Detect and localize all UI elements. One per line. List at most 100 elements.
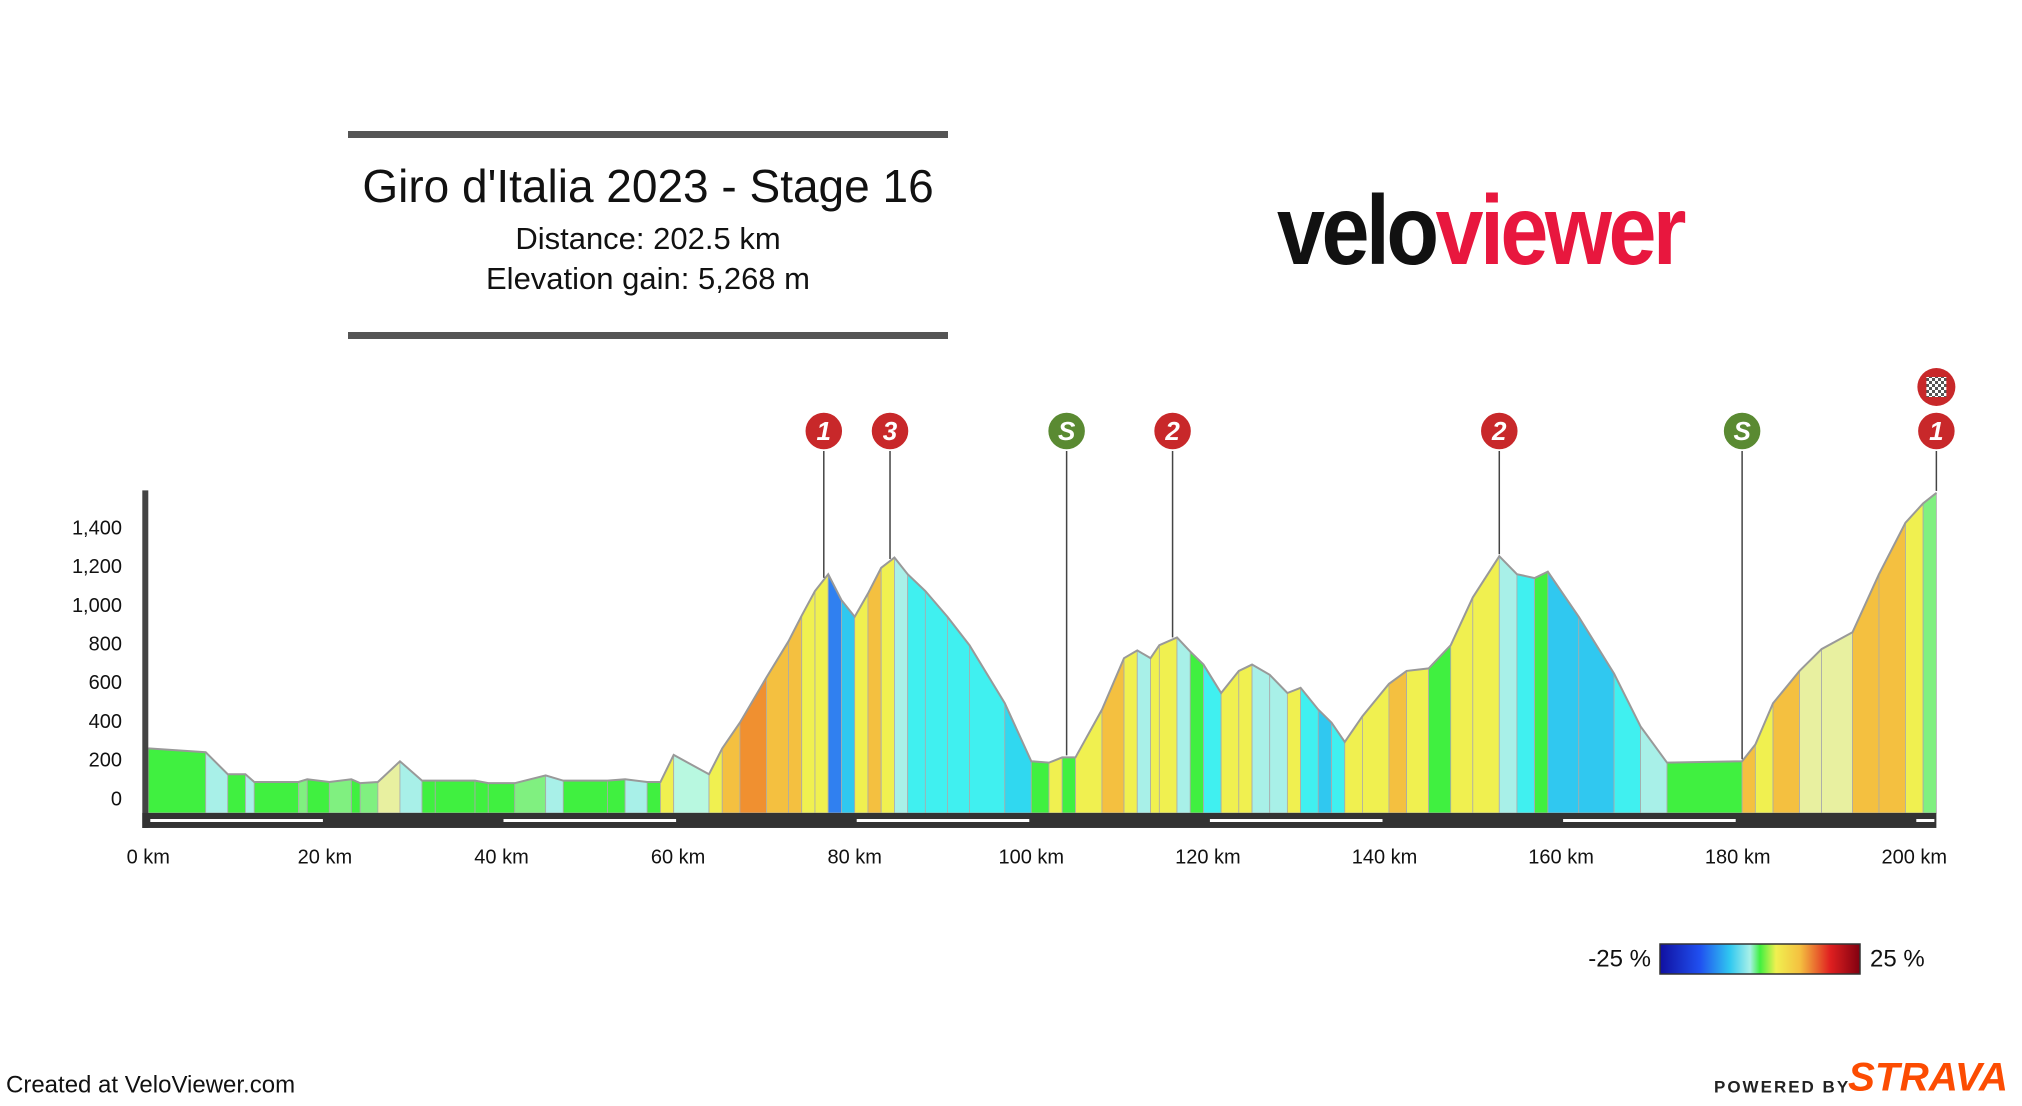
- brand-logo: veloviewer: [1277, 175, 1686, 285]
- climb-marker: [1722, 411, 1762, 451]
- gradient-segment: [1498, 555, 1518, 814]
- gradient-segment: [708, 748, 723, 814]
- gradient-segment: [788, 615, 803, 814]
- gradient-segment: [1666, 760, 1743, 814]
- gradient-segment: [947, 615, 970, 814]
- climb-label: 2: [1491, 416, 1507, 446]
- gradient-segment: [1388, 670, 1407, 814]
- x-tick-label: 80 km: [827, 846, 881, 868]
- climb-marker: [1046, 411, 1087, 451]
- gradient-segment: [421, 780, 436, 814]
- gradient-segment: [1238, 663, 1253, 814]
- gradient-segment: [1331, 721, 1346, 814]
- gradient-segment: [1176, 636, 1191, 814]
- y-tick-label: 200: [89, 750, 122, 772]
- climb-label: 3: [883, 416, 898, 446]
- gradient-segment: [1640, 725, 1668, 814]
- gradient-segment: [1030, 760, 1050, 814]
- gradient-segment: [1450, 597, 1474, 814]
- gradient-segment: [1004, 703, 1032, 814]
- gradient-segment: [841, 598, 856, 814]
- gradient-segment: [205, 751, 229, 814]
- x-tick-label: 60 km: [651, 846, 705, 868]
- gradient-segment: [1406, 667, 1430, 814]
- profile-line: [148, 492, 1937, 785]
- x-tick-label: 200 km: [1882, 846, 1948, 868]
- gradient-segment: [1741, 743, 1756, 814]
- gradient-segment: [880, 556, 895, 814]
- gradient-segment: [545, 774, 564, 814]
- gradient-segment: [359, 781, 379, 814]
- gradient-segment: [227, 773, 246, 814]
- gradient-segment: [350, 778, 361, 814]
- gradient-segment: [827, 574, 842, 814]
- gradient-segment: [894, 556, 909, 814]
- gradient-segment: [766, 639, 789, 814]
- gradient-segment: [1534, 571, 1549, 814]
- gradient-segment: [1269, 673, 1288, 814]
- gradient-segment: [1136, 649, 1151, 814]
- gradient-segment: [1852, 574, 1880, 814]
- gradient-segment: [1905, 502, 1924, 814]
- gradient-segment: [1547, 570, 1580, 814]
- gradient-segment: [969, 643, 1006, 814]
- climb-marker: [804, 411, 844, 451]
- gradient-segment: [377, 760, 401, 814]
- x-tick-label: 140 km: [1352, 846, 1418, 868]
- gradient-segment: [434, 780, 476, 814]
- gradient-segment: [1251, 663, 1271, 814]
- climb-label: 1: [817, 416, 831, 446]
- distance-bar: [142, 812, 1937, 828]
- gradient-segment: [1189, 650, 1204, 814]
- gradient-segment: [1075, 708, 1103, 814]
- title-rule: [348, 332, 948, 339]
- gradient-segment: [487, 782, 516, 814]
- y-tick-label: 400: [89, 711, 122, 733]
- gradient-segment: [298, 778, 308, 814]
- gradient-segment: [474, 780, 489, 814]
- gradient-segment: [1158, 636, 1178, 814]
- climb-label: S: [1058, 416, 1076, 446]
- gradient-segment: [1922, 492, 1937, 814]
- climb-marker: [1152, 411, 1193, 451]
- gradient-segment: [253, 781, 299, 814]
- gradient-segment: [1428, 644, 1452, 814]
- legend-max: 25 %: [1870, 945, 1925, 972]
- gradient-segment: [660, 754, 675, 814]
- gradient-segment: [147, 747, 207, 814]
- gradient-segment: [1516, 573, 1536, 814]
- climb-marker: [870, 411, 910, 451]
- gradient-segment: [328, 778, 352, 814]
- x-tick-label: 180 km: [1705, 846, 1771, 868]
- gradient-segment: [924, 589, 948, 814]
- legend-min: -25 %: [1588, 945, 1651, 972]
- chart-title: Giro d'Italia 2023 - Stage 16: [362, 160, 933, 212]
- gradient-segment: [624, 778, 648, 814]
- gradient-segment: [306, 778, 330, 814]
- y-tick-label: 1,000: [72, 595, 122, 617]
- x-tick-label: 160 km: [1528, 846, 1594, 868]
- gradient-segment: [1472, 554, 1500, 814]
- gradient-segment: [1150, 643, 1160, 814]
- gradient-segment: [562, 780, 608, 814]
- powered-by: POWERED BY: [1714, 1077, 1850, 1096]
- gradient-segment: [1203, 663, 1222, 814]
- subtitle: Distance: 202.5 km: [515, 221, 780, 256]
- gradient-segment: [907, 573, 926, 814]
- gradient-segment: [854, 592, 869, 814]
- x-tick-label: 120 km: [1175, 846, 1241, 868]
- title-rule: [348, 131, 948, 138]
- brand-part: viewer: [1436, 175, 1686, 285]
- y-tick-label: 0: [111, 788, 122, 810]
- climb-marker: [1479, 411, 1520, 451]
- gradient-segment: [1061, 757, 1076, 814]
- gradient-segment: [1772, 669, 1800, 814]
- gradient-segment: [1220, 669, 1240, 814]
- brand-part: velo: [1277, 175, 1437, 285]
- subtitle: Elevation gain: 5,268 m: [486, 261, 810, 296]
- y-tick-label: 600: [89, 672, 122, 694]
- gradient-segment: [646, 781, 661, 814]
- y-tick-label: 1,400: [72, 517, 122, 539]
- gradient-segment: [1286, 687, 1302, 814]
